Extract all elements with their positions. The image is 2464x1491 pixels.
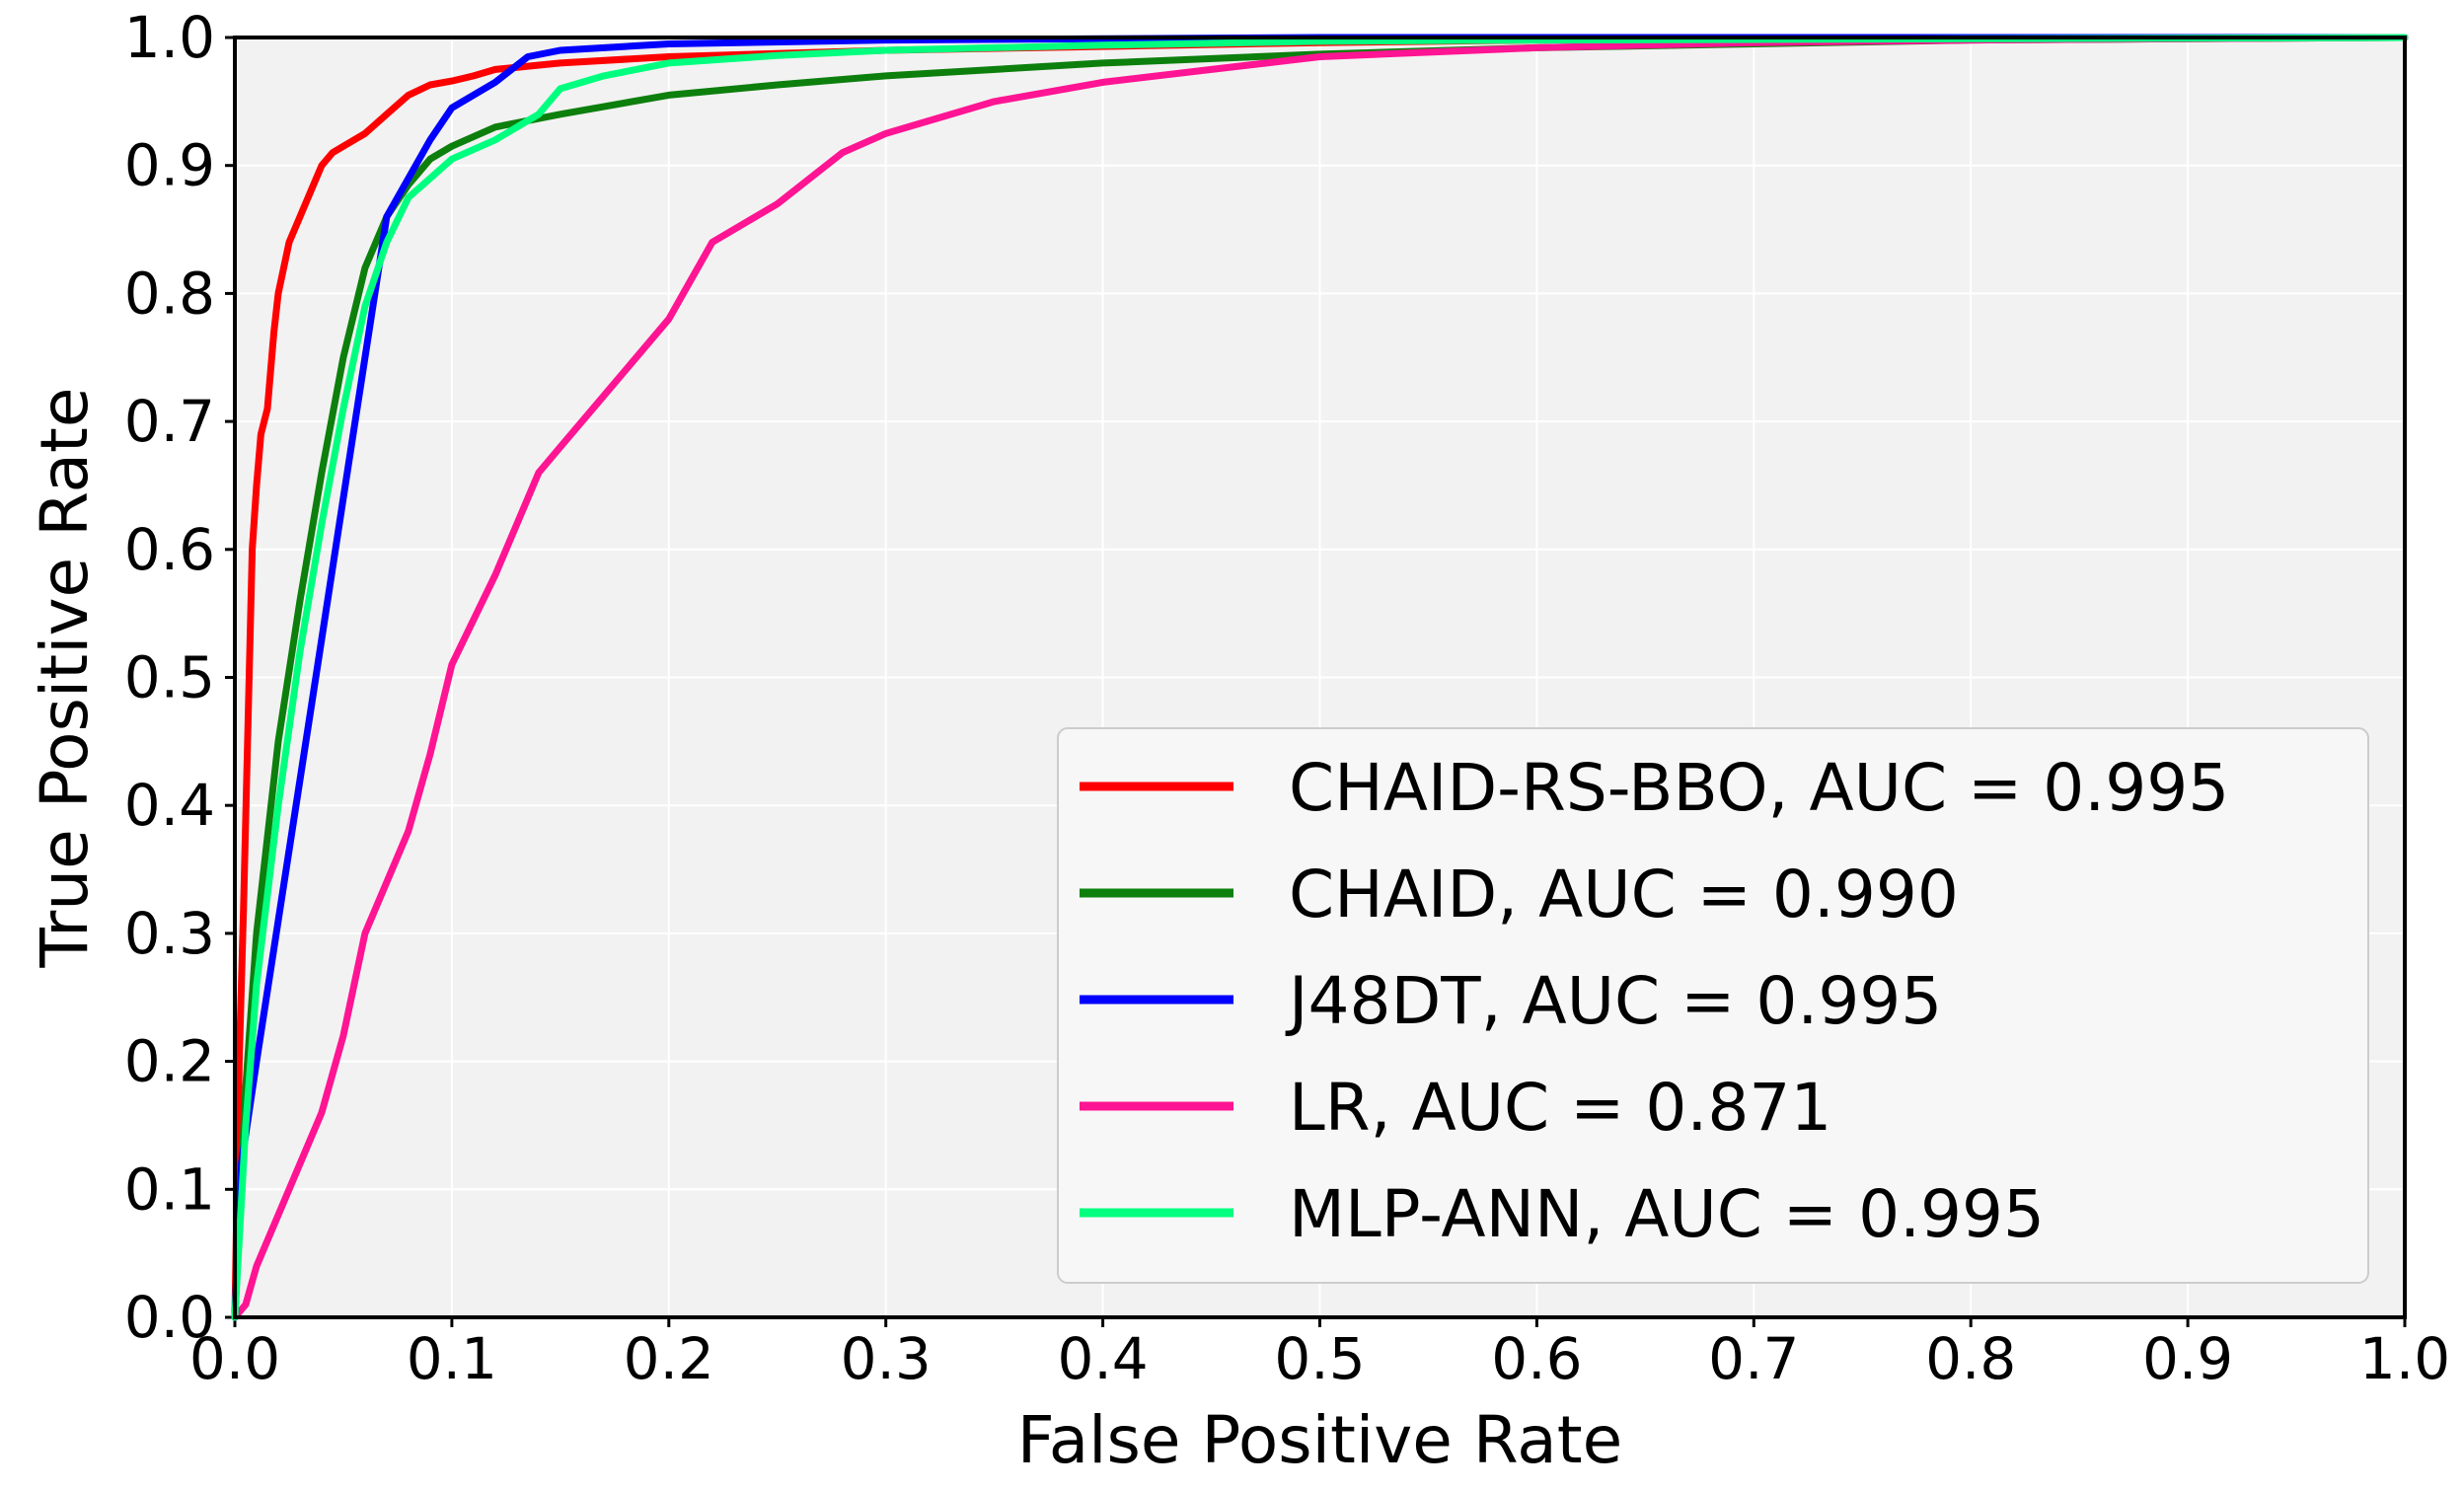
y-axis-title: True Positive Rate — [27, 388, 103, 969]
x-tick-label: 0.8 — [1925, 1325, 2016, 1392]
y-tick-label: 1.0 — [124, 4, 215, 71]
legend: CHAID-RS-BBO, AUC = 0.995 CHAID, AUC = 0.… — [1057, 727, 2369, 1284]
x-tick-label: 0.9 — [2142, 1325, 2233, 1392]
y-tick-label: 0.9 — [124, 132, 215, 199]
y-tick-label: 0.7 — [124, 388, 215, 455]
legend-box — [1057, 727, 2369, 1284]
x-tick-label: 0.2 — [624, 1325, 714, 1392]
x-tick-label: 0.5 — [1274, 1325, 1365, 1392]
x-axis-title: False Positive Rate — [1017, 1402, 1622, 1478]
y-tick-label: 0.0 — [124, 1284, 215, 1351]
series-line-mlp-ann — [231, 34, 2409, 1321]
x-tick-label: 0.4 — [1057, 1325, 1148, 1392]
legend-label-chaid-rs-bbo: CHAID-RS-BBO, AUC = 0.995 — [1289, 750, 2229, 826]
legend-label-mlp-ann: MLP-ANN, AUC = 0.995 — [1289, 1176, 2045, 1252]
series-line-lr — [231, 34, 2409, 1321]
x-tick-label: 1.0 — [2359, 1325, 2450, 1392]
y-tick-label: 0.2 — [124, 1028, 215, 1095]
series-lines — [231, 34, 2409, 1321]
x-tick-label: 0.3 — [841, 1325, 932, 1392]
legend-label-lr: LR, AUC = 0.871 — [1289, 1070, 1831, 1146]
y-tick-label: 0.6 — [124, 516, 215, 583]
legend-items: CHAID-RS-BBO, AUC = 0.995 CHAID, AUC = 0.… — [1080, 750, 2229, 1252]
x-tick-label: 0.6 — [1491, 1325, 1582, 1392]
y-tick-label: 0.4 — [124, 772, 215, 839]
legend-label-j48dt: J48DT, AUC = 0.995 — [1285, 963, 1942, 1039]
y-tick-label: 0.3 — [124, 900, 215, 967]
axis-ticks: 0.0 0.1 0.2 0.3 0.4 0.5 0.6 0.7 0.8 0.9 1.0 0.0 0.1 0… — [124, 4, 2450, 1392]
y-tick-label: 0.5 — [124, 644, 215, 711]
y-tick-label: 0.1 — [124, 1156, 215, 1223]
plot-frame — [233, 36, 2407, 1319]
y-tick-label: 0.8 — [124, 260, 215, 327]
x-tick-label: 0.7 — [1708, 1325, 1799, 1392]
x-tick-label: 0.0 — [189, 1325, 280, 1392]
x-tick-label: 0.1 — [407, 1325, 497, 1392]
legend-label-chaid: CHAID, AUC = 0.990 — [1289, 857, 1959, 932]
